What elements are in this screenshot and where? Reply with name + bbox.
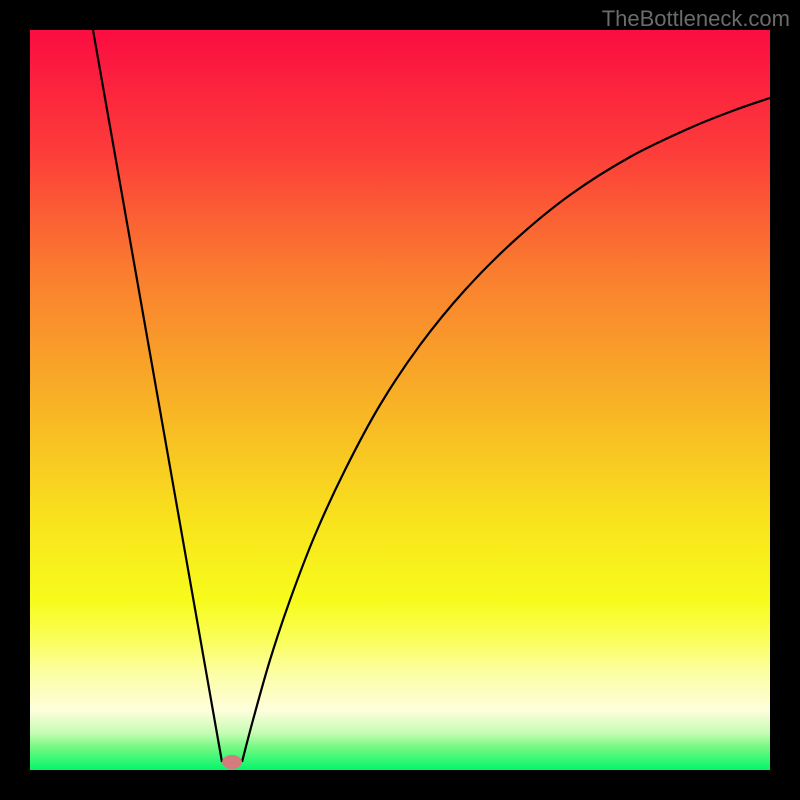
watermark-text: TheBottleneck.com <box>602 6 790 32</box>
chart-container: TheBottleneck.com <box>0 0 800 800</box>
optimal-point-marker <box>222 755 242 769</box>
curve-left-segment <box>93 30 222 762</box>
frame-border-left <box>0 0 30 800</box>
frame-border-right <box>770 0 800 800</box>
plot-area <box>30 30 770 770</box>
frame-border-bottom <box>0 770 800 800</box>
bottleneck-curve <box>30 30 770 770</box>
curve-right-segment <box>242 98 770 762</box>
